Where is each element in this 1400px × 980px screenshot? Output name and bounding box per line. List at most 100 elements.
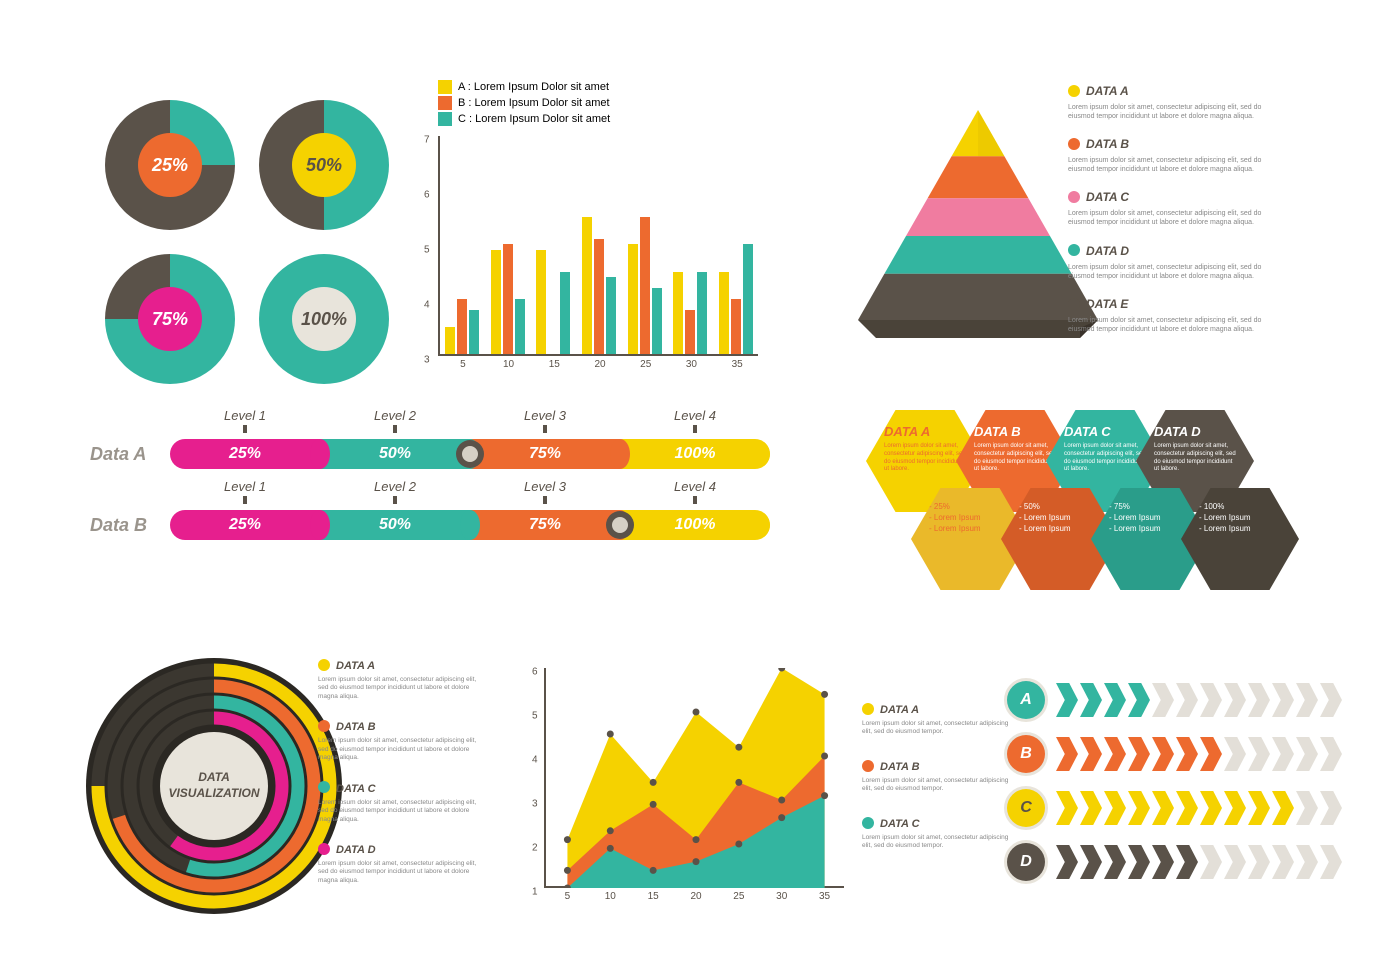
chevron-icon <box>1056 791 1078 825</box>
hex-title: DATA A <box>884 424 966 439</box>
tick-icon <box>393 496 397 504</box>
y-tick-label: 3 <box>424 355 430 366</box>
chevron-badge: D <box>1007 843 1045 881</box>
pyramid-item-desc: Lorem ipsum dolor sit amet, consectetur … <box>1068 316 1268 334</box>
level-segment: 75% <box>470 439 620 469</box>
hex-line: - Lorem Ipsum <box>1199 513 1281 522</box>
pyramid-data-item: DATA BLorem ipsum dolor sit amet, consec… <box>1068 135 1268 174</box>
pyramid-data-item: DATA DLorem ipsum dolor sit amet, consec… <box>1068 242 1268 281</box>
bar <box>652 288 662 354</box>
level-row: Data A25%50%75%100% <box>90 439 790 469</box>
area-data-item: DATA BLorem ipsum dolor sit amet, consec… <box>862 757 1012 794</box>
pyramid-item-desc: Lorem ipsum dolor sit amet, consectetur … <box>1068 263 1268 281</box>
pyramid-data-item: DATA ALorem ipsum dolor sit amet, consec… <box>1068 82 1268 121</box>
level-row-name: Data B <box>90 515 170 536</box>
donut-label: 50% <box>292 133 356 197</box>
pyramid-data-item: DATA CLorem ipsum dolor sit amet, consec… <box>1068 188 1268 227</box>
chevron-icon <box>1224 791 1246 825</box>
hex-pct: - 75% <box>1109 502 1191 511</box>
donut-50: 50% <box>259 100 389 230</box>
bullet-icon <box>318 843 330 855</box>
chevron-icon <box>1104 683 1126 717</box>
x-tick-label: 10 <box>605 891 616 902</box>
hex-desc: Lorem ipsum dolor sit amet, consectetur … <box>1064 443 1146 474</box>
bar <box>628 244 638 354</box>
bar <box>445 327 455 355</box>
chevron-icon <box>1248 845 1270 879</box>
hex-desc: Lorem ipsum dolor sit amet, consectetur … <box>884 443 966 474</box>
chevron-icon <box>1200 791 1222 825</box>
x-tick-label: 15 <box>648 891 659 902</box>
rings-data-item: DATA ALorem ipsum dolor sit amet, consec… <box>318 656 478 701</box>
legend-item: C : Lorem Ipsum Dolor sit amet <box>438 112 778 126</box>
legend-label: C : Lorem Ipsum Dolor sit amet <box>458 113 610 125</box>
level-header: Level 2 <box>320 479 470 504</box>
hex-pct: - 50% <box>1019 502 1101 511</box>
chevron-row: C <box>1004 788 1344 828</box>
bar <box>594 239 604 355</box>
tick-icon <box>243 425 247 433</box>
x-tick-label: 5 <box>565 891 571 902</box>
chevron-icon <box>1176 737 1198 771</box>
chevron-rows: ABCD <box>1004 680 1344 896</box>
bar <box>697 272 707 355</box>
tick-icon <box>543 425 547 433</box>
chevron-icon <box>1152 845 1174 879</box>
chevron-icon <box>1296 737 1318 771</box>
chevron-badge: A <box>1007 681 1045 719</box>
chevron-icon <box>1152 791 1174 825</box>
level-segment: 100% <box>620 439 770 469</box>
y-tick-label: 5 <box>532 711 538 722</box>
hex-line: - Lorem Ipsum <box>1109 524 1191 533</box>
chevron-icon <box>1104 845 1126 879</box>
x-tick-label: 30 <box>776 891 787 902</box>
rings-data-item: DATA CLorem ipsum dolor sit amet, consec… <box>318 779 478 824</box>
hex-title: DATA D <box>1154 424 1236 439</box>
radial-rings: DATA VISUALIZATION <box>84 656 344 916</box>
pyramid-labels: DATA ALorem ipsum dolor sit amet, consec… <box>1068 82 1268 348</box>
rings-item-desc: Lorem ipsum dolor sit amet, consectetur … <box>318 860 478 885</box>
chevron-row: A <box>1004 680 1344 720</box>
x-tick-label: 5 <box>460 359 466 370</box>
x-tick-label: 10 <box>503 359 514 370</box>
bar <box>743 244 753 354</box>
legend-swatch <box>438 96 452 110</box>
chevron-badge-outer: B <box>1004 732 1048 776</box>
bar <box>731 299 741 354</box>
hex-desc: Lorem ipsum dolor sit amet, consectetur … <box>974 443 1056 474</box>
y-tick-label: 2 <box>532 843 538 854</box>
bar-group <box>673 272 709 355</box>
chevron-icon <box>1248 737 1270 771</box>
bar <box>536 250 546 355</box>
chevron-icon <box>1200 683 1222 717</box>
rings-item-desc: Lorem ipsum dolor sit amet, consectetur … <box>318 676 478 701</box>
x-tick-label: 25 <box>733 891 744 902</box>
hexagon-grid: DATA A Lorem ipsum dolor sit amet, consec… <box>866 410 1306 620</box>
area-data-item: DATA CLorem ipsum dolor sit amet, consec… <box>862 814 1012 851</box>
tick-icon <box>543 496 547 504</box>
level-header: Level 4 <box>620 408 770 433</box>
hex-pct: - 100% <box>1199 502 1281 511</box>
pyramid-item-label: DATA C <box>1086 190 1129 204</box>
chevron-row: D <box>1004 842 1344 882</box>
chevron-icon <box>1104 791 1126 825</box>
hex-title: DATA B <box>974 424 1056 439</box>
tick-icon <box>693 496 697 504</box>
bar-axes: 345675101520253035 <box>438 136 758 356</box>
chevron-badge-outer: D <box>1004 840 1048 884</box>
chevron-icon <box>1056 845 1078 879</box>
bar <box>491 250 501 355</box>
chevron-icon <box>1224 737 1246 771</box>
chevron-icon <box>1272 683 1294 717</box>
bar <box>582 217 592 355</box>
chevron-badge-outer: A <box>1004 678 1048 722</box>
chevron-icon <box>1128 845 1150 879</box>
bar-chart: A : Lorem Ipsum Dolor sit ametB : Lorem … <box>438 80 778 360</box>
chevron-icon <box>1296 791 1318 825</box>
rings-item-desc: Lorem ipsum dolor sit amet, consectetur … <box>318 799 478 824</box>
rings-item-label: DATA B <box>336 721 376 733</box>
pyramid-item-desc: Lorem ipsum dolor sit amet, consectetur … <box>1068 156 1268 174</box>
bar <box>469 310 479 354</box>
hex-line: - Lorem Ipsum <box>929 524 1011 533</box>
chevron-icon <box>1104 737 1126 771</box>
